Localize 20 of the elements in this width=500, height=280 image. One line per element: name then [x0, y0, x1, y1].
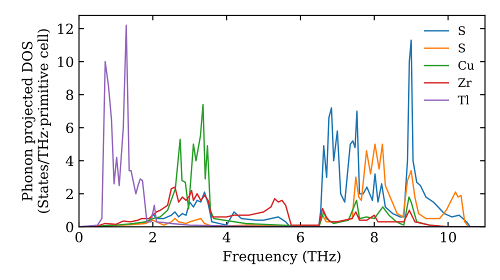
x-tick-label: 10: [440, 232, 456, 242]
y-tick-label: 10: [58, 56, 74, 68]
y-tick-label: 4: [66, 156, 74, 166]
y-axis-title: Phonon projected DOS (States/THz·primitive cell): [22, 29, 51, 213]
y-tick-label: 6: [66, 122, 74, 134]
x-tick-label: 0: [75, 232, 82, 242]
x-tick-label: 2: [149, 232, 156, 242]
x-tick-label: 4: [222, 232, 230, 242]
x-tick-label: 6: [296, 232, 304, 242]
legend-label: Cu: [458, 60, 474, 70]
legend-label: S: [458, 26, 465, 36]
x-axis-title: Frequency (THz): [223, 250, 340, 264]
legend-label: Zr: [458, 78, 472, 87]
legend-label: S: [458, 44, 465, 52]
x-tick-label: 8: [370, 232, 378, 242]
y-tick-label: 0: [66, 222, 74, 232]
legend-label: Tl: [458, 95, 470, 104]
y-tick-label: 8: [66, 90, 74, 100]
y-tick-label: 2: [66, 188, 73, 200]
y-tick-label: 12: [58, 24, 73, 34]
